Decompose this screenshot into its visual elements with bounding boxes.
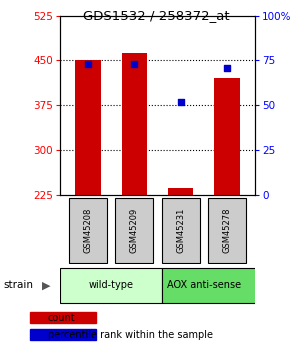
FancyBboxPatch shape [69, 198, 107, 263]
Bar [75, 60, 100, 195]
Text: percentile rank within the sample: percentile rank within the sample [48, 330, 213, 340]
Bar [214, 78, 240, 195]
Text: count: count [48, 313, 76, 323]
Point [132, 61, 137, 67]
Bar [30, 312, 96, 323]
Text: AOX anti-sense: AOX anti-sense [167, 280, 241, 290]
FancyBboxPatch shape [60, 268, 162, 303]
Bar [168, 188, 194, 195]
Text: strain: strain [3, 280, 33, 290]
Bar [30, 329, 96, 340]
Point [178, 99, 183, 105]
FancyBboxPatch shape [115, 198, 153, 263]
Text: wild-type: wild-type [88, 280, 134, 290]
Text: GSM45231: GSM45231 [176, 208, 185, 253]
Text: GSM45209: GSM45209 [130, 208, 139, 253]
Point [225, 65, 230, 70]
Point [85, 61, 90, 67]
FancyBboxPatch shape [162, 268, 264, 303]
Text: GSM45208: GSM45208 [83, 208, 92, 253]
Text: GSM45278: GSM45278 [223, 208, 232, 253]
Text: GDS1532 / 258372_at: GDS1532 / 258372_at [83, 9, 229, 22]
Bar [122, 53, 147, 195]
FancyBboxPatch shape [208, 198, 246, 263]
FancyBboxPatch shape [162, 198, 200, 263]
Text: ▶: ▶ [42, 280, 51, 290]
